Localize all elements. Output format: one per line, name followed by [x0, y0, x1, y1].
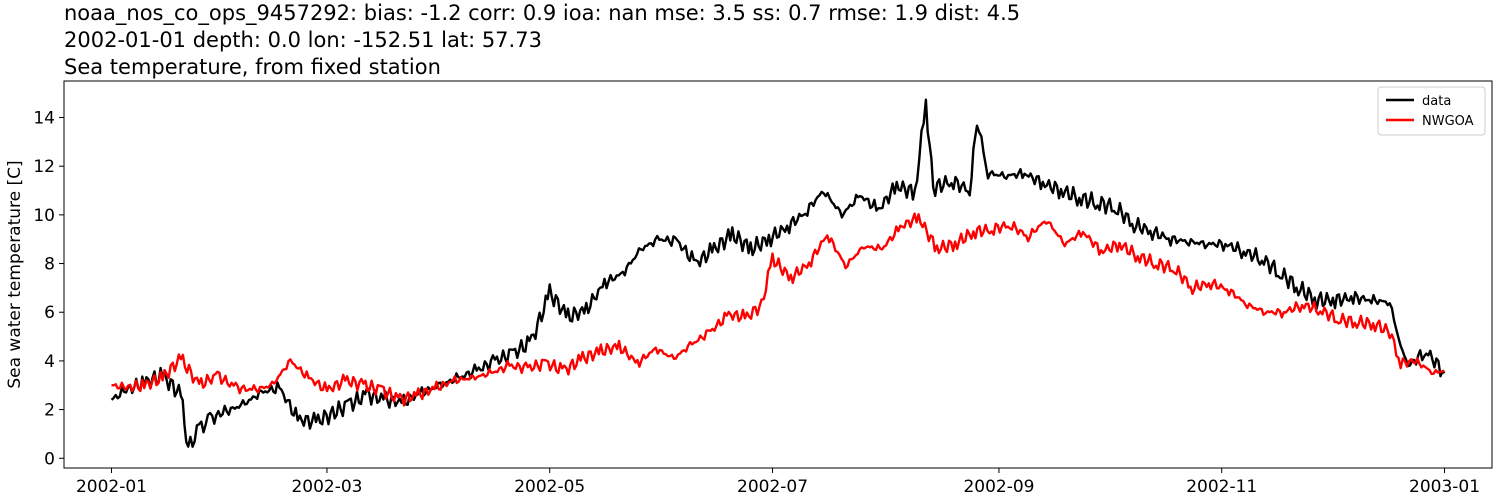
- title-line-3: Sea temperature, from fixed station: [64, 55, 441, 79]
- plot-frame: [63, 80, 1493, 469]
- y-tick-label: 8: [44, 255, 55, 275]
- chart-title: noaa_nos_co_ops_9457292: bias: -1.2 corr…: [64, 0, 1020, 81]
- y-axis-label: Sea water temperature [C]: [5, 160, 25, 388]
- legend-label-data: data: [1422, 94, 1451, 109]
- x-tick-label: 2002-09: [963, 477, 1034, 497]
- y-tick-label: 12: [33, 157, 55, 177]
- y-tick-label: 0: [44, 449, 55, 469]
- legend: data NWGOA: [1377, 86, 1486, 136]
- x-tick-label: 2003-01: [1409, 477, 1480, 497]
- title-line-1: noaa_nos_co_ops_9457292: bias: -1.2 corr…: [64, 1, 1021, 25]
- legend-label-nwgoa: NWGOA: [1422, 114, 1474, 129]
- x-tick-label: 2002-11: [1186, 477, 1257, 497]
- y-tick-label: 4: [44, 352, 55, 372]
- x-tick-label: 2002-03: [291, 477, 362, 497]
- plot-area: [110, 98, 1446, 448]
- x-tick-label: 2002-07: [737, 477, 808, 497]
- x-tick-label: 2002-05: [514, 477, 585, 497]
- axes: 2002-01 2002-03 2002-05 2002-07 2002-09 2002-…: [33, 80, 1493, 497]
- title-line-2: 2002-01-01 depth: 0.0 lon: -152.51 lat: …: [64, 28, 542, 52]
- x-tick-label: 2002-01: [76, 477, 147, 497]
- y-tick-label: 2: [44, 401, 55, 421]
- y-tick-label: 10: [33, 206, 55, 226]
- y-tick-label: 14: [33, 109, 55, 129]
- series-line-data: [110, 98, 1446, 448]
- series-line-nwgoa: [111, 212, 1445, 407]
- y-tick-label: 6: [44, 303, 55, 323]
